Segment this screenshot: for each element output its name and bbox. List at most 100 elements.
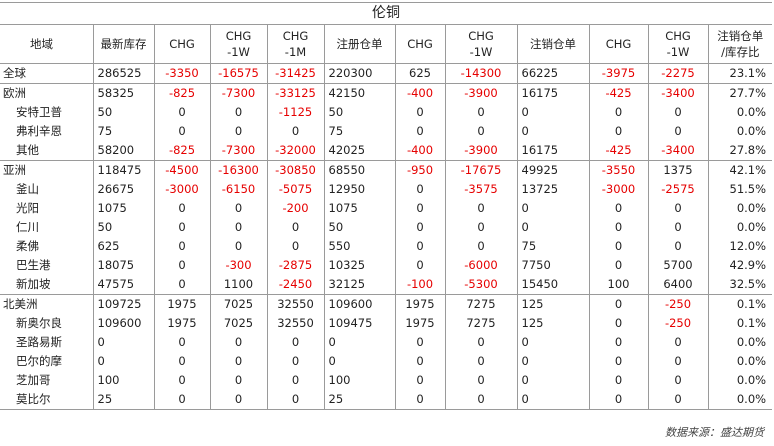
region-cell: 北美洲	[0, 294, 93, 314]
column-header-line: CHG	[468, 29, 494, 43]
value-cell: 0	[516, 199, 589, 218]
value-cell: 0	[394, 352, 445, 371]
table-row: 圣路易斯 0 0 0 0 0 0 0 0 0 0 0.0%	[0, 333, 773, 352]
value-cell: -3000	[153, 180, 210, 199]
value-cell: 50	[323, 103, 395, 122]
value-cell: -31425	[266, 63, 324, 84]
value-cell: -425	[588, 141, 648, 161]
value-cell: 32.5%	[707, 275, 773, 295]
column-header-line: /库存比	[721, 45, 760, 59]
value-cell: 0	[209, 103, 267, 122]
table-row: 全球 286525 -3350 -16575 -31425 220300 625 -14300…	[0, 63, 773, 84]
value-cell: -825	[153, 83, 210, 103]
value-cell: 0	[394, 333, 445, 352]
column-header-line: -1W	[666, 45, 690, 59]
region-cell: 巴尔的摩	[16, 354, 62, 368]
value-cell: 0	[444, 103, 517, 122]
value-cell: 0	[588, 294, 648, 314]
region-cell: 亚洲	[0, 160, 93, 180]
value-cell: -3350	[153, 63, 210, 84]
value-cell: 0	[209, 371, 267, 390]
value-cell: -950	[394, 160, 445, 180]
column-header: CHG	[394, 24, 445, 64]
value-cell: 0	[153, 371, 210, 390]
column-header: CHG -1M	[266, 24, 324, 64]
region-cell: 仁川	[16, 220, 39, 234]
region-cell: 安特卫普	[16, 105, 62, 119]
column-header-line: -1W	[469, 45, 493, 59]
value-cell: 0	[516, 390, 589, 410]
value-cell: 0	[444, 390, 517, 410]
value-cell: 0	[588, 314, 648, 333]
table-row: 弗利辛恩 75 0 0 0 75 0 0 0 0 0 0.0%	[0, 122, 773, 141]
value-cell: 118475	[92, 160, 154, 180]
value-cell: 47575	[92, 275, 154, 295]
value-cell: 0	[516, 371, 589, 390]
column-header: CHG -1W	[444, 24, 517, 64]
value-cell: 0	[209, 390, 267, 410]
value-cell: 0.0%	[707, 122, 773, 141]
region-cell: 弗利辛恩	[16, 124, 62, 138]
region-cell: 釜山	[16, 182, 39, 196]
value-cell: 0	[394, 218, 445, 237]
value-cell: 0.0%	[707, 103, 773, 122]
table-row: 其他 58200 -825 -7300 -32000 42025 -400 -3900 1617…	[0, 141, 773, 161]
column-header: 注销仓单/库存比	[707, 24, 773, 64]
value-cell: 0	[444, 333, 517, 352]
value-cell: 0	[647, 352, 708, 371]
value-cell: 0	[647, 371, 708, 390]
column-header: 注销仓单	[516, 24, 589, 64]
value-cell: 0	[647, 218, 708, 237]
value-cell: 0	[153, 218, 210, 237]
value-cell: 0	[266, 371, 324, 390]
value-cell: 109600	[323, 294, 395, 314]
value-cell: 0	[516, 218, 589, 237]
value-cell: 42150	[323, 83, 395, 103]
column-header-line: CHG	[282, 29, 309, 43]
table-row: 巴尔的摩 0 0 0 0 0 0 0 0 0 0 0.0%	[0, 352, 773, 371]
column-header: 地域	[0, 24, 93, 64]
value-cell: 0	[588, 199, 648, 218]
column-header: 注册仓单	[323, 24, 395, 64]
value-cell: 0	[394, 103, 445, 122]
value-cell: 125	[516, 314, 589, 333]
value-cell: 0	[444, 237, 517, 256]
value-cell: -3400	[647, 83, 708, 103]
table-row: 巴生港 18075 0 -300 -2875 10325 0 -6000 7750 0 5700 42…	[0, 256, 773, 275]
value-cell: 32125	[323, 275, 395, 295]
table-row: 釜山 26675 -3000 -6150 -5075 12950 0 -3575 13725 -3…	[0, 180, 773, 199]
value-cell: 58200	[92, 141, 154, 161]
value-cell: 49925	[516, 160, 589, 180]
value-cell: 0	[394, 237, 445, 256]
value-cell: 0	[266, 390, 324, 410]
value-cell: -400	[394, 83, 445, 103]
value-cell: 0	[266, 333, 324, 352]
value-cell: 68550	[323, 160, 395, 180]
value-cell: 0	[394, 390, 445, 410]
value-cell: 0.0%	[707, 199, 773, 218]
value-cell: -30850	[266, 160, 324, 180]
region-cell: 芝加哥	[16, 373, 51, 387]
value-cell: 0.1%	[707, 294, 773, 314]
value-cell: 0	[209, 122, 267, 141]
value-cell: 0	[92, 352, 154, 371]
value-cell: -2275	[647, 63, 708, 84]
copper-inventory-table: 伦铜 地域 最新库存 CHG CHG -1W CHG -1M 注册仓单 CHG CHG -1W 注销仓…	[0, 2, 773, 410]
value-cell: 12950	[323, 180, 395, 199]
table-row: 欧洲 58325 -825 -7300 -33125 42150 -400 -3900 1617…	[0, 83, 773, 103]
header-row: 地域 最新库存 CHG CHG -1W CHG -1M 注册仓单 CHG CHG -1W 注销仓单 CH…	[0, 24, 773, 64]
value-cell: 0	[444, 352, 517, 371]
value-cell: -14300	[444, 63, 517, 84]
value-cell: -3900	[444, 83, 517, 103]
value-cell: 0	[394, 180, 445, 199]
value-cell: -6000	[444, 256, 517, 275]
column-header-line: CHG	[225, 29, 252, 43]
value-cell: 42.9%	[707, 256, 773, 275]
value-cell: 0	[444, 218, 517, 237]
value-cell: -425	[588, 83, 648, 103]
value-cell: 0	[209, 199, 267, 218]
value-cell: 550	[323, 237, 395, 256]
value-cell: -250	[647, 294, 708, 314]
value-cell: 0.1%	[707, 314, 773, 333]
